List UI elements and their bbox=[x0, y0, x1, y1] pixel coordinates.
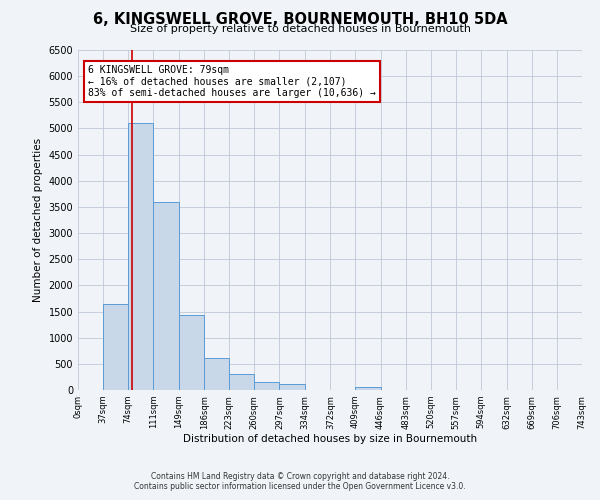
Y-axis label: Number of detached properties: Number of detached properties bbox=[33, 138, 43, 302]
Text: Contains HM Land Registry data © Crown copyright and database right 2024.
Contai: Contains HM Land Registry data © Crown c… bbox=[134, 472, 466, 491]
Bar bbox=[128, 123, 153, 390]
Bar bbox=[229, 374, 254, 390]
Text: 6 KINGSWELL GROVE: 79sqm
← 16% of detached houses are smaller (2,107)
83% of sem: 6 KINGSWELL GROVE: 79sqm ← 16% of detach… bbox=[88, 66, 376, 98]
Text: Size of property relative to detached houses in Bournemouth: Size of property relative to detached ho… bbox=[130, 24, 470, 34]
Bar bbox=[179, 315, 204, 390]
Bar bbox=[280, 384, 305, 390]
Bar bbox=[254, 382, 280, 390]
Bar bbox=[204, 358, 229, 390]
X-axis label: Distribution of detached houses by size in Bournemouth: Distribution of detached houses by size … bbox=[183, 434, 477, 444]
Bar bbox=[355, 388, 380, 390]
Text: 6, KINGSWELL GROVE, BOURNEMOUTH, BH10 5DA: 6, KINGSWELL GROVE, BOURNEMOUTH, BH10 5D… bbox=[92, 12, 508, 28]
Bar bbox=[153, 202, 179, 390]
Bar bbox=[103, 304, 128, 390]
